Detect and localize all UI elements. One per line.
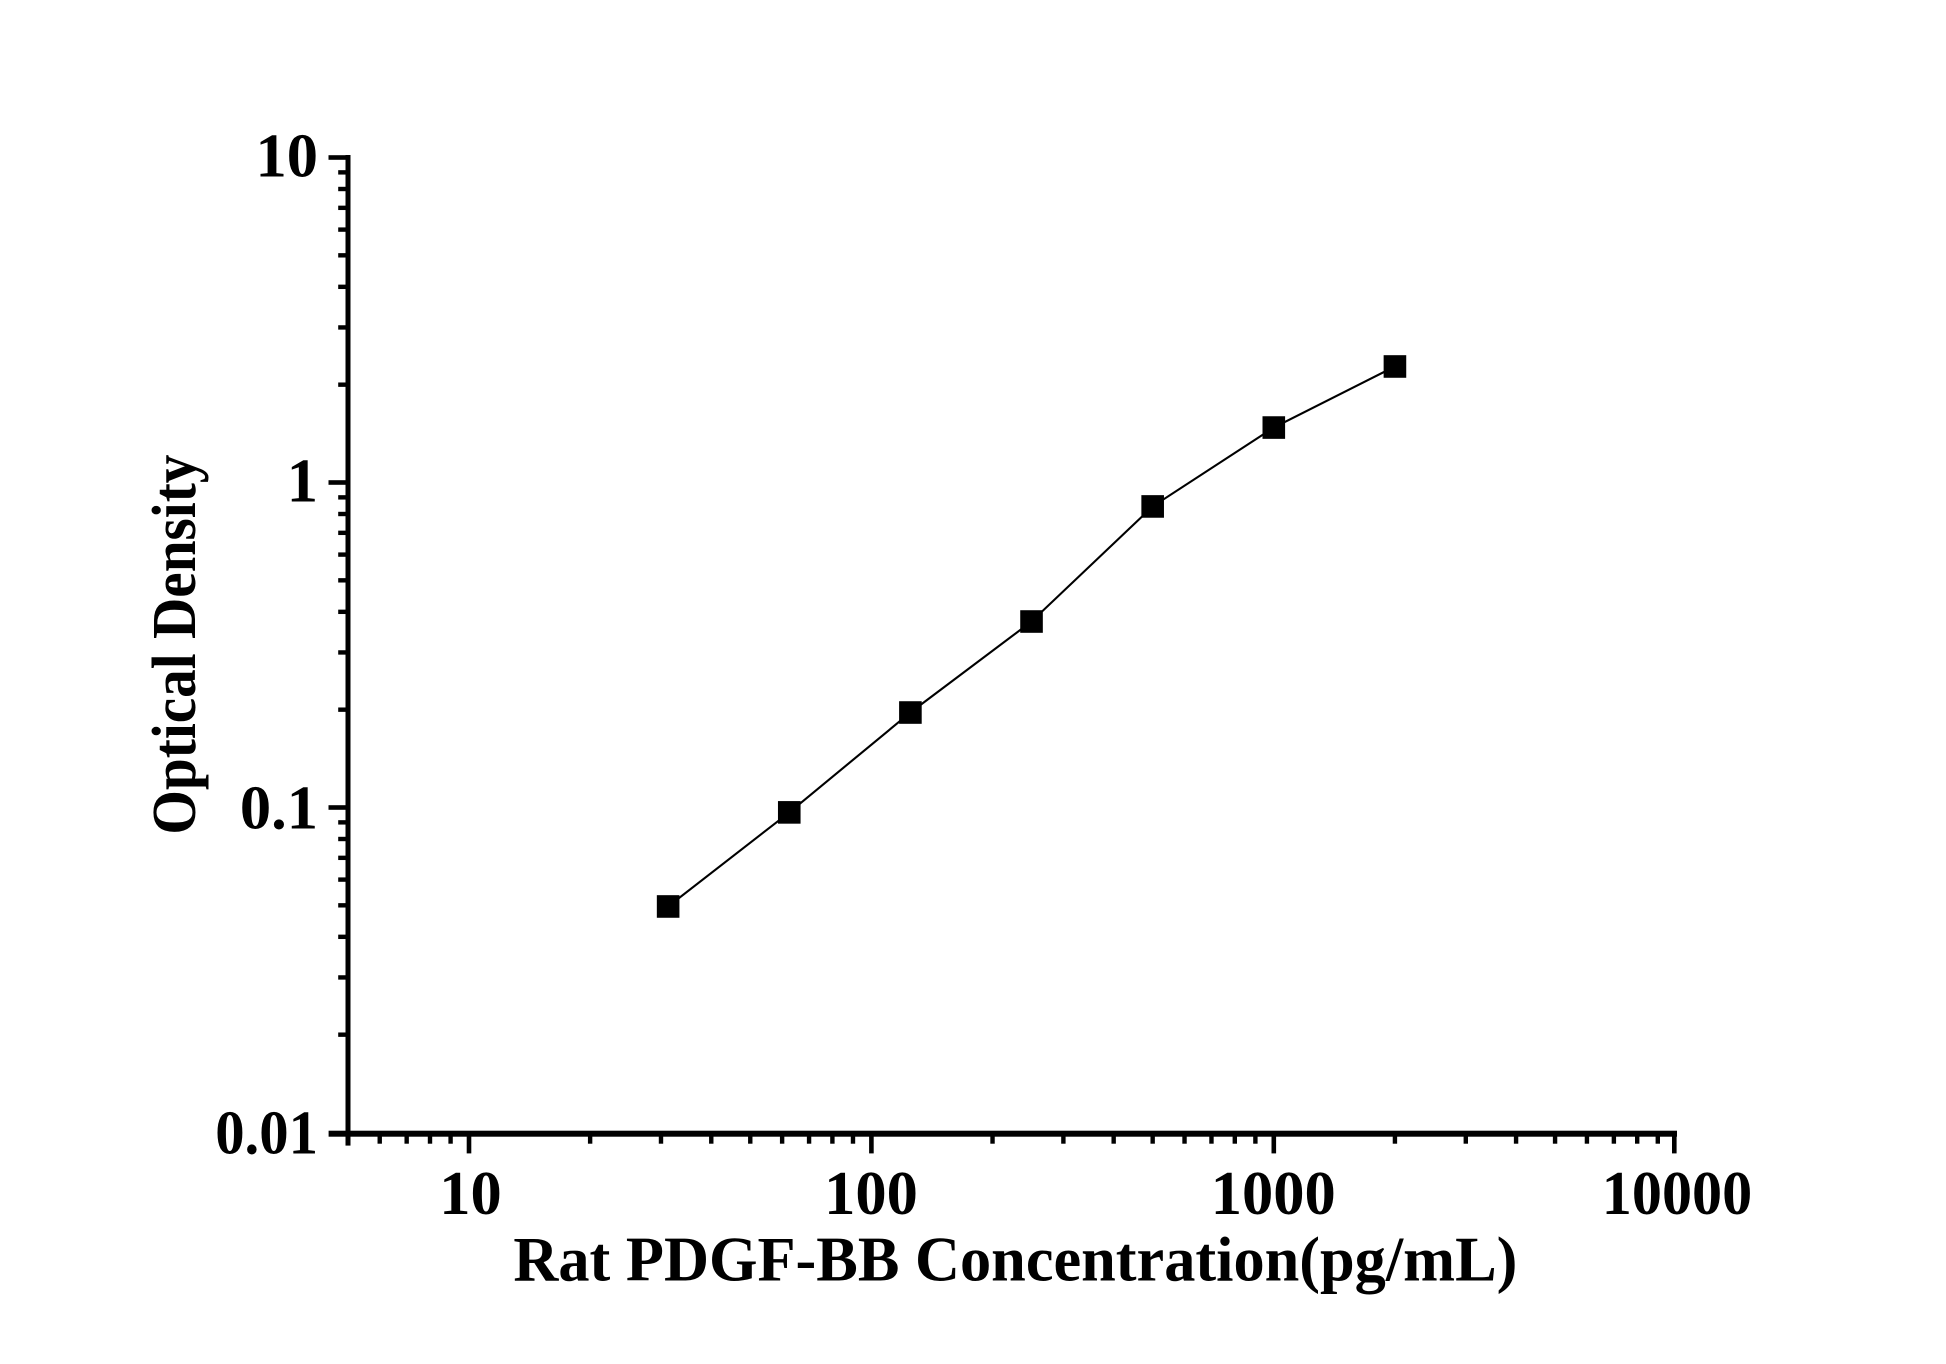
svg-text:10000: 10000: [1602, 1158, 1752, 1228]
svg-text:Optical Density: Optical Density: [139, 455, 209, 835]
svg-text:100: 100: [824, 1158, 918, 1228]
svg-text:1: 1: [287, 446, 318, 516]
svg-text:10: 10: [256, 121, 319, 191]
svg-text:1000: 1000: [1211, 1158, 1336, 1228]
svg-text:0.1: 0.1: [240, 772, 318, 842]
svg-text:10: 10: [439, 1158, 502, 1228]
svg-text:0.01: 0.01: [215, 1097, 318, 1167]
svg-text:Rat PDGF-BB Concentration(pg/m: Rat PDGF-BB Concentration(pg/mL): [513, 1225, 1517, 1295]
